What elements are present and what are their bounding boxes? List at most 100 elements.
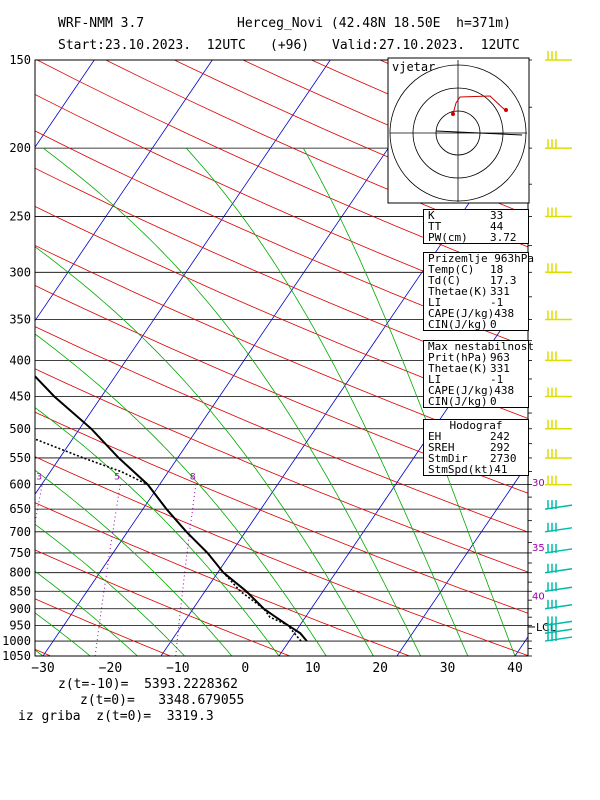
temperature-tick-label: −10 [166,661,189,676]
max-instability-value: -1 [490,373,504,386]
isotherm-line [35,60,331,495]
max-instability-label: CAPE(J/kg) [428,384,495,397]
hodograph-row: EH 242 [424,431,528,442]
dry-adiabat [35,326,528,533]
surface-value: 331 [490,285,510,298]
temperature-tick-label: 10 [305,661,321,676]
max-instability-row: CAPE(J/kg) 438 [424,385,528,396]
surface-panel: Prizemlje 963hPa Temp(C) 18 Td(C) 17.3 Theta… [423,252,534,331]
tt-label: TT [428,220,442,233]
wind-barb [544,616,573,627]
surface-value: 18 [490,263,504,276]
surface-value: 0 [490,318,497,331]
hodograph-value: 41 [494,463,508,476]
moist-adiabat [35,523,185,656]
temperature-tick-label: −30 [31,661,54,676]
pressure-tick-label: 550 [9,451,31,465]
station-title: Herceg_Novi (42.48N 18.50E h=371m) [237,16,511,31]
wind-barb [545,448,572,459]
moist-adiabat [35,469,233,656]
pressure-tick-label: 1050 [2,649,31,663]
wind-barb [545,475,572,486]
isotherm-line [35,60,213,322]
dry-adiabat [35,549,291,656]
pressure-tick-label: 200 [9,141,31,155]
mixing-ratio-label: 8 [190,473,196,483]
mixing-ratio-line [94,484,121,656]
max-instability-label: Thetae(K) [428,362,488,375]
surface-row: CAPE(J/kg) 438 [424,308,528,319]
hodograph-row: StmDir 2730 [424,453,528,464]
dry-adiabat [35,167,528,383]
wind-barb [545,387,572,398]
pressure-tick-label: 650 [9,502,31,516]
hodograph-value: 292 [490,441,510,454]
hodograph-row: StmSpd(kt) 41 [424,464,528,475]
surface-label: LI [428,296,442,309]
hodograph-label: StmDir [428,452,468,465]
dry-adiabat [35,502,410,656]
wind-barb [545,351,572,362]
hodograph-value: 2730 [490,452,517,465]
max-instability-value: 0 [490,395,497,408]
tt-value: 44 [490,220,504,233]
max-instability-value: 963 [490,351,510,364]
max-instability-title: Max nestabilnost [428,340,534,353]
right-axis-label: 40 [532,592,545,603]
forecast-lead: (+96) [270,38,310,53]
model-title: WRF-NMM 3.7 [58,16,145,31]
right-axis-label: 30 [532,478,545,489]
freezing-height-m10: z(t=-10)= 5393.2228362 [58,677,239,692]
surface-row: LI -1 [424,297,528,308]
mixing-ratio-label: 3 [36,473,42,483]
pressure-tick-label: 450 [9,389,31,403]
moist-adiabat [302,147,516,656]
temperature-tick-label: 40 [507,661,523,676]
dry-adiabat [35,130,528,348]
surface-value: -1 [490,296,504,309]
wind-barb [545,419,572,430]
dewpoint-profile [35,438,302,642]
max-instability-value: 331 [490,362,510,375]
dry-adiabat [35,456,528,656]
hodograph-row: SREH 292 [424,442,528,453]
pressure-tick-label: 900 [9,602,31,616]
pw-label: PW(cm) [428,231,468,244]
surface-label: Temp(C) [428,263,475,276]
start-time: Start:23.10.2023. 12UTC [58,38,246,53]
hodograph-value: 242 [490,430,510,443]
temperature-tick-label: 30 [440,661,456,676]
wind-barb [544,632,573,642]
hodograph-box [387,57,530,204]
pressure-tick-label: 700 [9,525,31,539]
valid-time: Valid:27.10.2023. 12UTC [332,38,520,53]
freezing-height-grib: iz griba z(t=0)= 3319.3 [18,709,214,724]
moist-adiabat [35,612,91,656]
max-instability-value: 438 [494,384,515,397]
max-instability-label: LI [428,373,442,386]
mixing-ratio-line [175,484,197,656]
pressure-tick-label: 950 [9,618,31,632]
isotherm-line [396,462,528,656]
temperature-tick-label: 20 [372,661,388,676]
wind-barb [545,139,572,149]
surface-row: Temp(C) 18 [424,264,528,275]
max-instability-row: Thetae(K) 331 [424,363,528,374]
wind-barb [545,51,572,61]
surface-row: Thetae(K) 331 [424,286,528,297]
hodograph-label: StmSpd(kt) [428,463,495,476]
pressure-tick-label: 350 [9,313,31,327]
hodograph-panel-title: Hodograf [449,419,503,432]
pressure-tick-label: 300 [9,265,31,279]
isotherm-line [42,60,449,656]
wind-barb [544,500,573,510]
k-value: 33 [490,209,504,222]
moist-adiabat [35,333,327,656]
surface-row: Td(C) 17.3 [424,275,528,286]
dry-adiabat [35,285,528,494]
max-instability-row: Prit(hPa) 963 [424,352,528,363]
pressure-tick-label: 850 [9,584,31,598]
wind-barb [544,522,573,533]
moist-adiabat [35,246,374,656]
pressure-tick-label: 150 [9,53,31,67]
